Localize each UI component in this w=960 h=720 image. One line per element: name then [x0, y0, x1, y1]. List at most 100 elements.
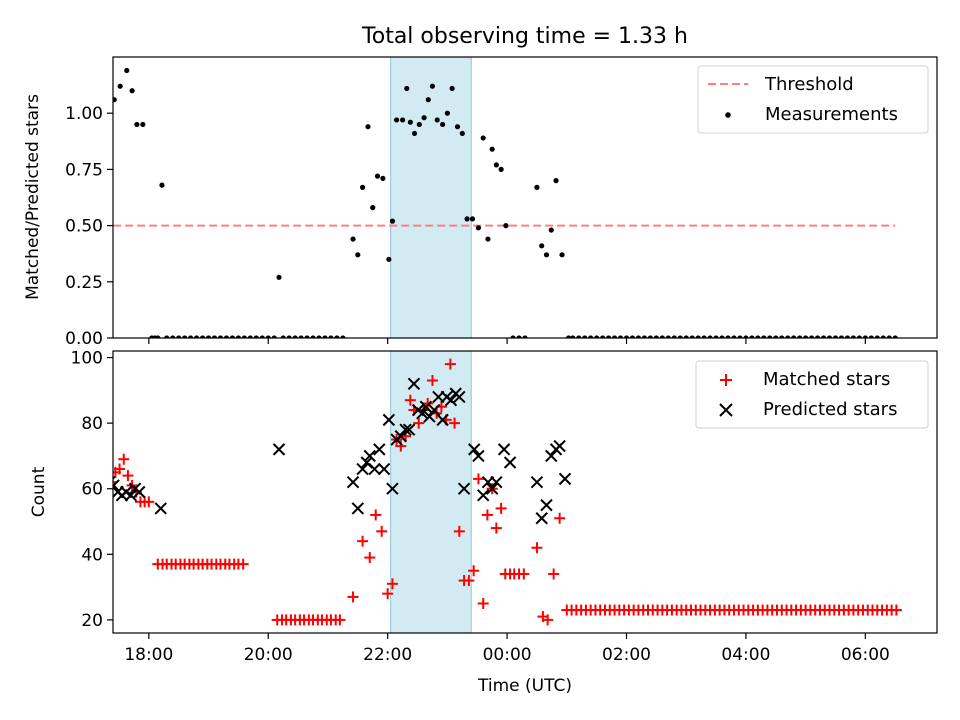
measurement-point [856, 335, 862, 338]
measurement-point [665, 335, 671, 338]
measurement-point [862, 335, 868, 338]
legend-matched-swatch [720, 374, 732, 386]
measurement-point [522, 335, 528, 338]
y-tick-label: 0.50 [65, 217, 103, 237]
measurement-point [641, 335, 648, 338]
measurement-point [539, 243, 545, 249]
matched-star-point [81, 565, 92, 576]
predicted-star-point [402, 423, 416, 436]
matched-star-point [118, 453, 130, 465]
matched-star-point [477, 597, 489, 609]
measurement-point [791, 335, 797, 338]
measurement-point [516, 335, 522, 338]
measurement-point [635, 335, 642, 338]
predicted-star-point [377, 462, 391, 476]
measurement-point [416, 121, 422, 128]
measurement-point [475, 225, 482, 231]
measurement-point [380, 175, 386, 181]
measurement-point [838, 335, 845, 338]
highlight-band [390, 351, 472, 633]
bottom-legend: Matched stars Predicted stars [695, 360, 929, 429]
measurement-point [223, 335, 230, 338]
measurement-point [404, 85, 410, 92]
measurement-point [155, 335, 161, 338]
measurement-point [892, 335, 898, 338]
measurement-point [653, 335, 659, 338]
measurement-point [193, 335, 200, 338]
measurement-point [797, 335, 803, 338]
measurement-point [489, 146, 495, 152]
predicted-star-point [133, 485, 146, 499]
matched-star-point [554, 512, 566, 524]
measurement-point [814, 335, 821, 338]
matched-star-point [114, 463, 126, 475]
measurement-point [113, 97, 117, 103]
measurement-point [459, 130, 465, 137]
predicted-star-point [356, 462, 369, 476]
matched-star-point [404, 394, 416, 406]
matched-star-point [347, 591, 359, 603]
measurement-point [844, 335, 851, 338]
matched-star-point [472, 473, 484, 485]
matched-star-point [468, 565, 480, 577]
predicted-star-point [373, 443, 386, 456]
matched-star-point [364, 552, 376, 564]
matched-star-point [413, 417, 425, 429]
predicted-star-point [368, 462, 381, 476]
predicted-star-point [472, 449, 485, 463]
legend-matched-label: Matched stars [763, 369, 890, 390]
bottom-axes-frame [112, 350, 938, 634]
measurement-point [611, 335, 618, 338]
measurement-point [485, 236, 491, 242]
measurement-point [480, 135, 486, 141]
measurement-point [280, 335, 286, 338]
measurement-point [340, 335, 346, 338]
measurement-point [355, 252, 361, 258]
measurement-point [205, 335, 212, 338]
legend-predicted-label: Predicted stars [763, 399, 897, 420]
y-tick-label: 20 [81, 611, 103, 631]
predicted-star-point [453, 390, 466, 404]
x-tick-label: 04:00 [721, 645, 770, 665]
measurement-point [140, 121, 146, 128]
measurement-point [159, 182, 165, 188]
measurement-point [731, 335, 737, 338]
top-y-axis-label: Matched/Predicted stars [23, 94, 43, 300]
measurement-point [188, 335, 194, 338]
legend-threshold-label: Threshold [764, 74, 854, 95]
measurement-point [271, 335, 277, 338]
measurement-point [543, 252, 550, 258]
matched-star-point [890, 604, 902, 616]
matched-star-point [444, 358, 456, 370]
measurement-point [253, 335, 259, 338]
matched-star-point [531, 542, 543, 554]
measurement-point [464, 216, 470, 222]
measurement-point [359, 184, 366, 190]
predicted-star-point [444, 393, 458, 407]
measurement-point [719, 335, 725, 338]
measurement-point [779, 335, 785, 338]
measurement-point [803, 335, 809, 338]
measurement-point [444, 110, 450, 116]
matched-star-point [237, 558, 249, 570]
matched-star-point [463, 575, 475, 587]
measurement-point [725, 335, 731, 338]
measurement-point [429, 83, 436, 89]
measurement-point [316, 335, 322, 338]
chart-title: Total observing time = 1.33 h [361, 24, 688, 49]
measurement-point [850, 335, 857, 338]
measurement-point [701, 335, 707, 338]
measurement-point [755, 335, 761, 338]
matched-star-point [518, 568, 530, 580]
predicted-star-point [407, 377, 421, 390]
measurement-point [548, 227, 554, 233]
measurement-point [328, 335, 334, 338]
y-tick-label: 0.75 [65, 160, 103, 180]
predicted-star-point [382, 413, 396, 427]
predicted-star-point [363, 449, 376, 463]
top-legend: Threshold Measurements [697, 65, 929, 134]
legend-predicted-swatch [719, 403, 733, 417]
x-axis-label: Time (UTC) [477, 676, 572, 696]
top-axes-frame [112, 56, 938, 339]
